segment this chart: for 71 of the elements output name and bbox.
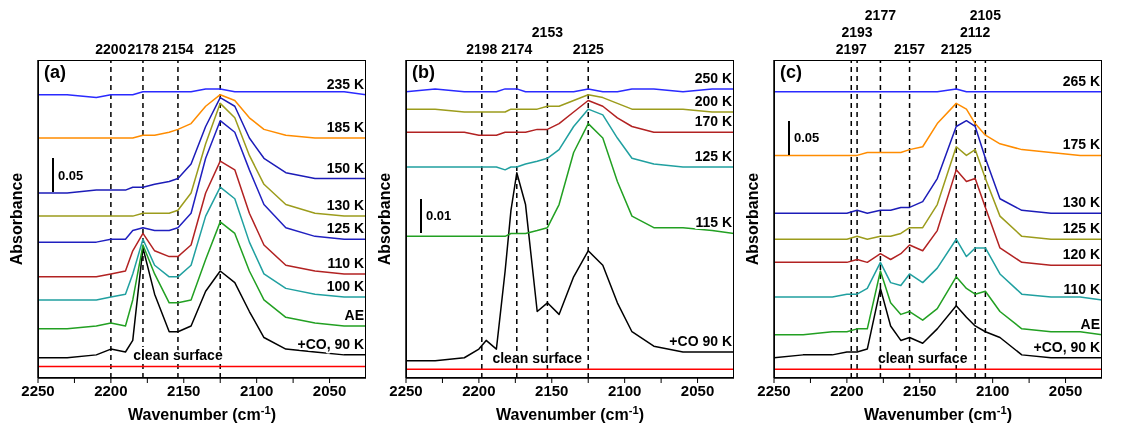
scale-bar: 0.05 bbox=[788, 120, 820, 155]
series-label: 265 K bbox=[1062, 72, 1100, 89]
series-label: AE bbox=[1080, 315, 1100, 332]
x-tick-label: 2100 bbox=[239, 381, 274, 399]
ref-line-label: 2178 bbox=[127, 41, 159, 57]
annotation: 0.05 bbox=[794, 130, 820, 146]
series-label: 250 K bbox=[694, 69, 732, 86]
chart-title: (c) bbox=[780, 62, 802, 83]
series-label: 200 K bbox=[694, 93, 732, 110]
x-tick-label: 2100 bbox=[607, 381, 642, 399]
x-tick-label: 2050 bbox=[680, 381, 715, 399]
series-label: 175 K bbox=[1062, 136, 1100, 153]
ref-line-label: 2125 bbox=[940, 41, 972, 57]
series-label: 125 K bbox=[326, 220, 364, 237]
x-tick-label: 2250 bbox=[389, 381, 423, 399]
series-label: clean surface bbox=[492, 350, 583, 367]
series-label: 130 K bbox=[326, 197, 364, 214]
x-axis-title: Wavenumber (cm$^{-1}$) bbox=[127, 404, 277, 423]
series-label: clean surface bbox=[133, 347, 223, 364]
x-tick-label: 2100 bbox=[975, 381, 1010, 399]
series-label: +CO, 90 K bbox=[1033, 338, 1100, 355]
x-tick-label: 2150 bbox=[535, 381, 569, 399]
series-label: +CO 90 K bbox=[669, 332, 732, 349]
x-axis-title: Wavenumber (cm$^{-1}$) bbox=[495, 404, 645, 423]
ref-line-label: 2193 bbox=[841, 24, 873, 40]
annotation: 0.01 bbox=[426, 208, 452, 224]
ref-line-label: 2112 bbox=[959, 24, 991, 40]
scale-bar: 0.05 bbox=[52, 158, 84, 193]
ref-line-label: 2198 bbox=[466, 41, 498, 57]
ref-line-label: 2125 bbox=[572, 41, 604, 57]
x-tick-label: 2200 bbox=[94, 381, 128, 399]
x-tick-label: 2200 bbox=[830, 381, 864, 399]
series-label: 185 K bbox=[326, 119, 364, 136]
ref-line-label: 2157 bbox=[894, 41, 926, 57]
series-label: 235 K bbox=[326, 75, 364, 92]
y-axis-title: Absorbance bbox=[744, 172, 761, 266]
ref-line-label: 2105 bbox=[969, 7, 1002, 23]
series-label: 110 K bbox=[327, 254, 364, 271]
ref-line-label: 2197 bbox=[835, 41, 868, 57]
x-tick-label: 2250 bbox=[757, 381, 791, 399]
ref-line-label: 2177 bbox=[864, 7, 897, 23]
x-tick-label: 2050 bbox=[1048, 381, 1083, 399]
x-tick-label: 2050 bbox=[312, 381, 347, 399]
ref-line-label: 2125 bbox=[204, 41, 236, 57]
series-label: 115 K bbox=[695, 214, 732, 231]
ref-line-label: 2153 bbox=[531, 24, 564, 40]
chart-title: (a) bbox=[44, 62, 66, 83]
series-label: 170 K bbox=[694, 113, 732, 130]
x-tick-label: 2150 bbox=[167, 381, 201, 399]
series-label: 110 K bbox=[1063, 280, 1100, 297]
series-label: AE bbox=[344, 306, 364, 323]
ref-line-label: 2200 bbox=[95, 41, 127, 57]
ref-line-label: 2154 bbox=[162, 41, 194, 57]
series-label: 125 K bbox=[694, 147, 732, 164]
series-label: 120 K bbox=[1062, 246, 1100, 263]
series-label: clean surface bbox=[877, 350, 968, 367]
chart-title: (b) bbox=[412, 62, 435, 83]
annotation: 0.05 bbox=[58, 167, 84, 183]
x-tick-label: 2150 bbox=[903, 381, 937, 399]
series-label: 100 K bbox=[326, 278, 364, 295]
series-label: 125 K bbox=[1062, 220, 1100, 237]
ref-line-label: 2174 bbox=[501, 41, 533, 57]
x-tick-label: 2250 bbox=[21, 381, 55, 399]
y-axis-title: Absorbance bbox=[376, 172, 393, 266]
x-tick-label: 2200 bbox=[462, 381, 496, 399]
scale-bar: 0.01 bbox=[420, 198, 452, 233]
series-label: 130 K bbox=[1062, 194, 1100, 211]
series-label: +CO, 90 K bbox=[297, 335, 364, 352]
x-axis-title: Wavenumber (cm$^{-1}$) bbox=[863, 404, 1013, 423]
series-label: 150 K bbox=[326, 159, 364, 176]
y-axis-title: Absorbance bbox=[8, 172, 25, 266]
